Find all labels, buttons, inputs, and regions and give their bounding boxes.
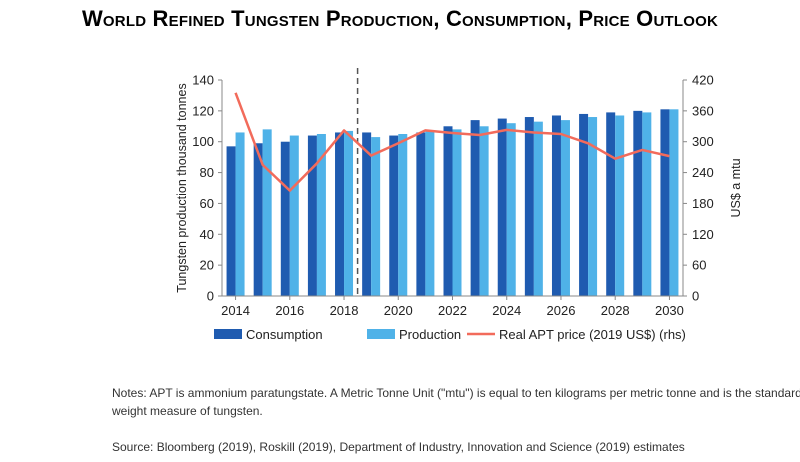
chart-notes: Notes: APT is ammonium paratungstate. A … — [112, 386, 800, 418]
consumption-bar — [579, 113, 589, 296]
production-bar — [506, 123, 516, 296]
production-bar — [316, 134, 326, 296]
consumption-bar — [470, 120, 480, 296]
price-line-layer — [234, 92, 670, 192]
y2-axis-label: US$ a mtu — [729, 158, 743, 217]
consumption-bar — [280, 141, 290, 296]
consumption-bar — [524, 117, 534, 297]
consumption-bar — [253, 143, 263, 296]
chart: 0 20 40 60 80 100 120 140 0 60 120 180 240 300 360 420 2… — [175, 68, 743, 342]
axes-layer: 0 20 40 60 80 100 120 140 0 60 120 180 240 300 360 420 2… — [175, 73, 743, 319]
consumption-bar — [335, 132, 345, 296]
legend-consumption-swatch — [214, 329, 242, 339]
y-tick-label: 20 — [200, 258, 214, 273]
bars-layer — [226, 109, 679, 297]
production-bar — [235, 132, 245, 296]
production-bar — [560, 120, 570, 296]
x-tick-label: 2028 — [601, 303, 630, 318]
x-tick-label: 2026 — [547, 303, 576, 318]
consumption-bar — [660, 109, 670, 296]
y2-tick-label: 420 — [692, 73, 714, 88]
production-bar — [371, 137, 381, 296]
consumption-bar — [416, 132, 426, 296]
y-tick-label: 60 — [200, 196, 214, 211]
consumption-bar — [633, 110, 643, 296]
production-bar — [479, 126, 489, 297]
legend-price-label: Real APT price (2019 US$) (rhs) — [499, 327, 686, 342]
x-tick-label: 2022 — [438, 303, 467, 318]
production-bar — [669, 109, 679, 296]
x-tick-label: 2020 — [384, 303, 413, 318]
production-bar — [452, 129, 462, 296]
production-bar — [425, 130, 435, 296]
x-tick-label: 2018 — [330, 303, 359, 318]
legend-production-label: Production — [399, 327, 461, 342]
x-tick-label: 2014 — [221, 303, 250, 318]
consumption-bar — [226, 146, 236, 296]
consumption-bar — [497, 118, 507, 296]
production-bar — [588, 117, 598, 297]
y-axis-label: Tungsten production thousand tonnes — [175, 83, 189, 292]
production-bar — [533, 121, 543, 297]
production-bar — [615, 115, 625, 296]
x-tick-label: 2024 — [492, 303, 521, 318]
y-tick-label: 100 — [192, 134, 214, 149]
consumption-bar — [606, 112, 616, 297]
y-tick-label: 140 — [192, 73, 214, 88]
consumption-bar — [389, 135, 399, 296]
y2-tick-label: 0 — [692, 289, 699, 304]
price-line — [234, 92, 670, 192]
consumption-bar — [362, 132, 372, 296]
y2-tick-label: 180 — [692, 196, 714, 211]
y2-tick-label: 120 — [692, 227, 714, 242]
legend-production-swatch — [367, 329, 395, 339]
y-tick-label: 120 — [192, 103, 214, 118]
legend-consumption-label: Consumption — [246, 327, 323, 342]
consumption-bar — [443, 126, 453, 297]
y-tick-label: 0 — [207, 289, 214, 304]
x-tick-label: 2030 — [655, 303, 684, 318]
y2-tick-label: 60 — [692, 258, 706, 273]
production-bar — [642, 112, 652, 297]
production-bar — [344, 130, 354, 296]
consumption-bar — [307, 135, 317, 296]
production-bar — [289, 135, 299, 296]
y2-tick-label: 300 — [692, 134, 714, 149]
y2-tick-label: 240 — [692, 165, 714, 180]
chart-title: World Refined Tungsten Production, Consu… — [81, 6, 719, 31]
production-bar — [398, 134, 408, 296]
y-tick-label: 80 — [200, 165, 214, 180]
production-bar — [262, 129, 272, 296]
x-tick-label: 2016 — [275, 303, 304, 318]
chart-source: Source: Bloomberg (2019), Roskill (2019)… — [112, 440, 685, 454]
y-tick-label: 40 — [200, 227, 214, 242]
y2-tick-label: 360 — [692, 103, 714, 118]
consumption-bar — [551, 115, 561, 296]
legend: Consumption Production Real APT price (201… — [214, 327, 686, 342]
